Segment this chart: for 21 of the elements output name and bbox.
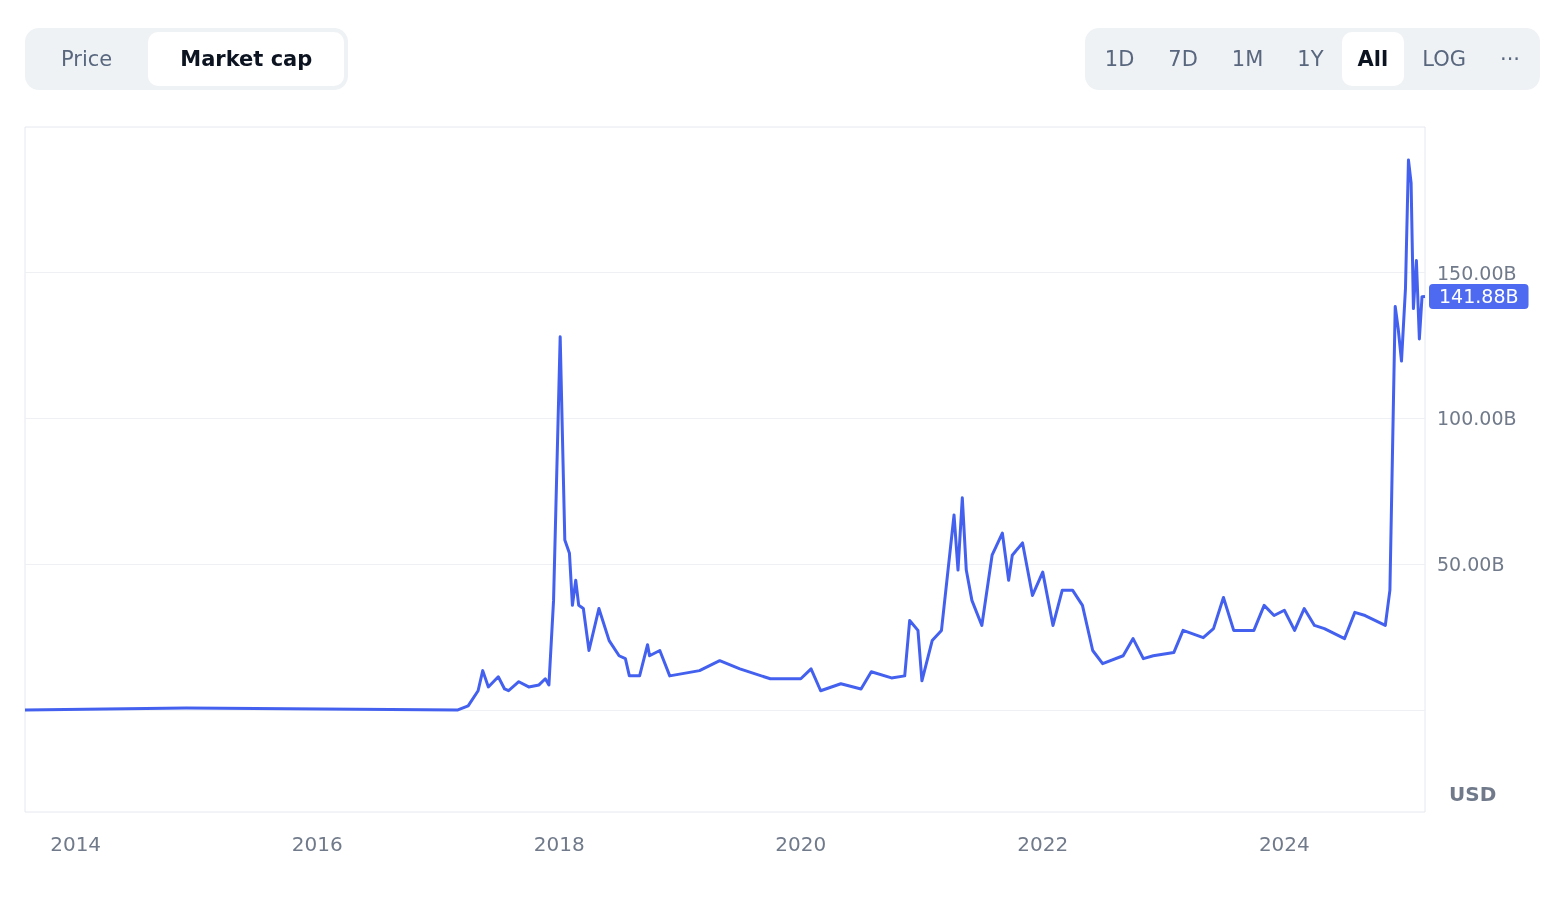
x-tick-label: 2020: [775, 832, 827, 856]
x-tick-label: 2014: [50, 832, 102, 856]
text: LOG: [1421, 46, 1467, 73]
y-tick-label: 100.00B: [1437, 407, 1517, 430]
text: ···: [1498, 46, 1521, 73]
annotation: 141.88B: [1439, 285, 1519, 308]
text: Price: [60, 46, 114, 73]
text: Market cap: [148, 32, 345, 86]
text: All: [1341, 32, 1405, 86]
text: 1M: [1230, 46, 1265, 73]
y-tick-label: 150.00B: [1437, 261, 1517, 284]
x-tick-label: 2016: [291, 832, 343, 856]
line-series: [23, 158, 1427, 712]
text: 1D: [1103, 46, 1136, 73]
text: 7D: [1167, 46, 1199, 73]
y-axis-title: USD: [1449, 782, 1497, 806]
text: 1Y: [1296, 46, 1325, 73]
x-tick-label: 2018: [533, 832, 585, 856]
y-tick-label: 50.00B: [1437, 553, 1505, 576]
x-tick-label: 2022: [1017, 832, 1069, 856]
x-tick-label: 2024: [1258, 832, 1310, 856]
